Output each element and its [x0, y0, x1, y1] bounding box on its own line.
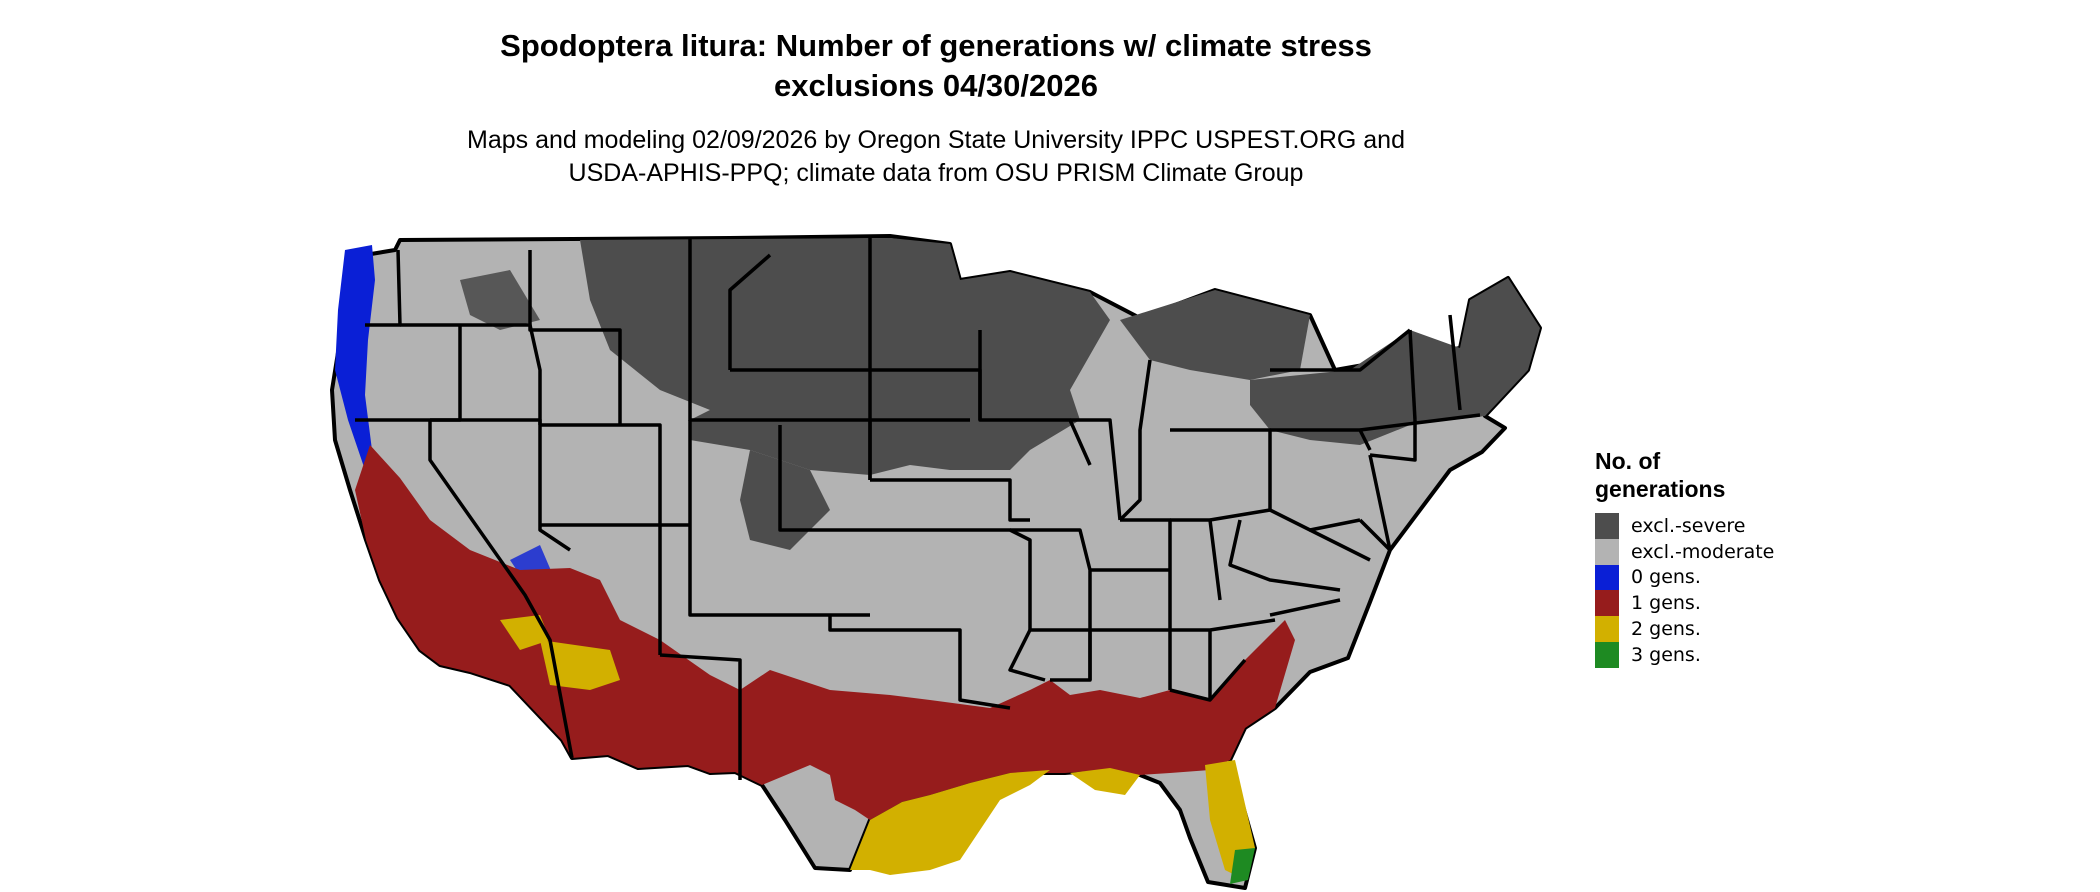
one-gen-regions — [355, 445, 1295, 820]
map-subtitle: Maps and modeling 02/09/2026 by Oregon S… — [0, 124, 1872, 190]
legend-item-excl-severe: excl.-severe — [1595, 513, 1774, 539]
legend-label: 0 gens. — [1631, 566, 1701, 589]
legend-label: excl.-moderate — [1631, 540, 1775, 563]
title-line-1: Spodoptera litura: Number of generations… — [500, 28, 1372, 63]
subtitle-line-1: Maps and modeling 02/09/2026 by Oregon S… — [467, 126, 1405, 154]
legend-item-2-gens: 2 gens. — [1595, 616, 1774, 642]
legend-item-excl-moderate: excl.-moderate — [1595, 538, 1775, 565]
title-line-2: exclusions 04/30/2026 — [773, 68, 1098, 103]
legend-swatch — [1595, 513, 1619, 539]
legend-swatch — [1595, 590, 1619, 617]
subtitle-line-2: USDA-APHIS-PPQ; climate data from OSU PR… — [568, 159, 1304, 187]
legend-title: No. of generations — [1595, 447, 1774, 503]
three-gens-regions — [1230, 848, 1255, 884]
us-generations-map — [330, 234, 1542, 890]
legend-label: 2 gens. — [1631, 618, 1701, 641]
excl-severe-regions — [460, 238, 1540, 550]
legend-label: 3 gens. — [1631, 643, 1701, 666]
legend-title-line-2: generations — [1595, 476, 1726, 502]
map-title: Spodoptera litura: Number of generations… — [0, 26, 1872, 106]
state-borders — [355, 238, 1481, 780]
legend-item-0-gens: 0 gens. — [1595, 564, 1774, 591]
legend-swatch — [1595, 564, 1619, 591]
two-gens-regions — [500, 615, 1255, 880]
legend-title-line-1: No. of — [1595, 448, 1661, 474]
legend-swatch — [1595, 641, 1619, 668]
legend-swatch — [1595, 538, 1619, 565]
legend-item-1-gens: 1 gens. — [1595, 590, 1774, 617]
legend: No. of generations excl.-severe excl.-mo… — [1595, 447, 1774, 668]
legend-item-3-gens: 3 gens. — [1595, 641, 1774, 668]
legend-swatch — [1595, 616, 1619, 642]
legend-label: 1 gens. — [1631, 592, 1701, 615]
legend-label: excl.-severe — [1631, 514, 1746, 537]
